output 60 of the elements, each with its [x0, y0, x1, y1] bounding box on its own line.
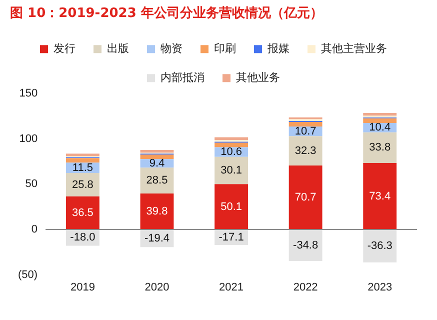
data-label: 10.6 [220, 146, 242, 158]
bar [140, 193, 174, 230]
bar [140, 154, 174, 160]
data-label: 25.8 [72, 178, 94, 191]
data-label: 33.8 [369, 142, 391, 154]
data-label: 30.1 [220, 164, 242, 177]
bar [66, 158, 100, 163]
bar [363, 230, 397, 262]
data-label: -36.3 [367, 240, 392, 252]
bar [66, 173, 100, 196]
bar [214, 142, 248, 148]
bar [140, 150, 174, 153]
bar [214, 184, 248, 230]
data-label: 11.5 [72, 162, 93, 174]
bar [363, 132, 397, 163]
x-tick-label: 2021 [219, 281, 244, 294]
data-label: 9.4 [149, 157, 165, 170]
x-tick-label: 2019 [70, 281, 95, 294]
legend-label: 发行 [54, 42, 76, 55]
legend-label: 其他主营业务 [321, 42, 387, 55]
data-label: 39.8 [146, 206, 168, 218]
bar [140, 168, 174, 194]
y-tick-label: 150 [19, 88, 38, 100]
x-tick-label: 2023 [368, 281, 392, 294]
bar [214, 156, 248, 184]
bar [66, 196, 100, 230]
data-label: 10.4 [369, 122, 391, 134]
bar [66, 154, 100, 156]
legend-label: 出版 [107, 42, 129, 55]
bar [363, 163, 397, 230]
data-label: 73.4 [369, 190, 391, 202]
data-label: -17.1 [218, 231, 244, 244]
data-label: -19.4 [144, 232, 170, 244]
y-tick-label: 50 [25, 178, 38, 190]
bar [363, 112, 397, 116]
bar [288, 136, 322, 166]
legend-label: 印刷 [214, 42, 236, 55]
data-label: 10.7 [294, 125, 316, 138]
data-label: -18.0 [70, 232, 96, 244]
data-label: 70.7 [294, 192, 316, 204]
x-tick-label: 2022 [293, 281, 318, 294]
legend-label: 物资 [160, 42, 182, 55]
y-tick-label: 100 [19, 132, 38, 145]
data-label: -34.8 [293, 239, 318, 252]
y-tick-label: (50) [18, 268, 38, 281]
x-tick-label: 2020 [144, 281, 170, 294]
chart-title: 图 10：2019-2023 年公司分业务营收情况（亿元） [10, 5, 323, 22]
bar [288, 122, 322, 126]
data-label: 50.1 [220, 200, 242, 213]
data-label: 36.5 [72, 206, 94, 219]
bar [363, 118, 397, 123]
legend-label: 报媒 [266, 42, 290, 55]
y-tick-label: 0 [31, 224, 38, 236]
bar [288, 165, 322, 230]
legend-label: 其他业务 [236, 70, 280, 84]
bar [288, 230, 322, 262]
data-label: 32.3 [294, 144, 316, 157]
bar [214, 137, 248, 140]
data-label: 28.5 [146, 174, 168, 187]
legend-label: 内部抵消 [160, 70, 204, 84]
